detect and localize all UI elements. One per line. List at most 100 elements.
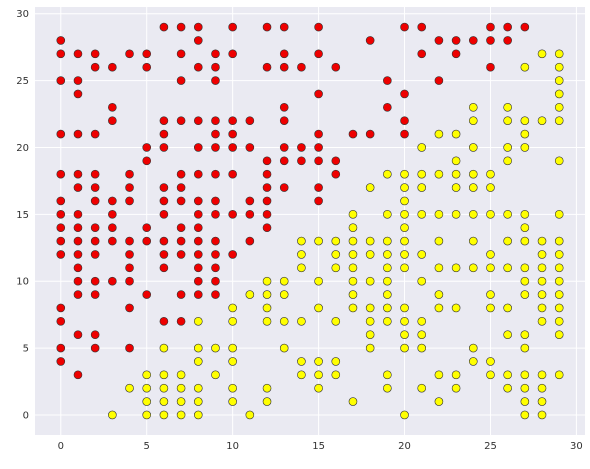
scatter-point xyxy=(486,357,495,366)
scatter-point xyxy=(142,156,152,166)
scatter-point xyxy=(176,116,186,125)
scatter-point xyxy=(486,36,495,45)
scatter-point xyxy=(56,76,66,85)
scatter-point xyxy=(314,236,323,246)
scatter-point xyxy=(554,89,564,99)
scatter-point xyxy=(193,410,203,420)
scatter-point xyxy=(73,290,83,299)
scatter-point xyxy=(279,22,289,32)
scatter-point xyxy=(108,410,117,420)
scatter-point xyxy=(193,22,203,32)
scatter-point xyxy=(417,49,427,59)
scatter-point xyxy=(176,223,186,232)
x-tick-label: 5 xyxy=(144,441,150,452)
scatter-point xyxy=(400,236,409,246)
scatter-point xyxy=(297,143,306,152)
scatter-point xyxy=(56,196,66,206)
scatter-point xyxy=(142,383,152,393)
scatter-point xyxy=(434,36,444,45)
scatter-point xyxy=(554,370,564,380)
scatter-point xyxy=(486,370,495,380)
scatter-point xyxy=(554,210,564,219)
scatter-point xyxy=(159,143,169,152)
scatter-point xyxy=(142,236,152,246)
scatter-point xyxy=(417,210,427,219)
scatter-point xyxy=(520,143,530,152)
scatter-point xyxy=(554,250,564,259)
y-tick-label: 30 xyxy=(16,9,29,20)
scatter-point xyxy=(176,250,186,259)
scatter-point xyxy=(193,343,203,353)
scatter-point xyxy=(554,290,564,299)
scatter-point xyxy=(554,62,564,72)
scatter-point xyxy=(486,290,495,299)
scatter-point xyxy=(331,156,341,166)
scatter-point xyxy=(537,263,547,273)
scatter-point xyxy=(125,49,134,59)
x-tick-label: 25 xyxy=(484,441,497,452)
scatter-point xyxy=(211,290,220,299)
scatter-point xyxy=(159,343,169,353)
scatter-point xyxy=(262,290,272,299)
scatter-point xyxy=(383,317,392,326)
scatter-point xyxy=(228,343,237,353)
scatter-point xyxy=(331,263,341,273)
scatter-point xyxy=(554,276,564,286)
scatter-point xyxy=(228,143,237,152)
scatter-point xyxy=(468,210,478,219)
scatter-point xyxy=(383,303,392,313)
scatter-point xyxy=(159,196,169,206)
scatter-point xyxy=(314,383,323,393)
scatter-point xyxy=(142,410,152,420)
scatter-point xyxy=(486,62,495,72)
scatter-point xyxy=(73,210,83,219)
scatter-point xyxy=(520,343,530,353)
scatter-point xyxy=(297,317,306,326)
scatter-point xyxy=(348,236,358,246)
scatter-point xyxy=(554,49,564,59)
scatter-point xyxy=(365,129,375,139)
scatter-point xyxy=(400,129,409,139)
scatter-point xyxy=(520,62,530,72)
scatter-point xyxy=(314,143,323,152)
scatter-point xyxy=(90,62,100,72)
scatter-point xyxy=(90,49,100,59)
scatter-point xyxy=(348,210,358,219)
scatter-point xyxy=(56,49,66,59)
scatter-point xyxy=(417,169,427,179)
scatter-point xyxy=(400,223,409,232)
scatter-point xyxy=(554,303,564,313)
scatter-point xyxy=(468,36,478,45)
scatter-point xyxy=(331,370,341,380)
scatter-point xyxy=(211,343,220,353)
scatter-point xyxy=(314,49,323,59)
scatter-point xyxy=(383,370,392,380)
scatter-point xyxy=(400,22,409,32)
scatter-point xyxy=(142,397,152,406)
scatter-point xyxy=(262,276,272,286)
scatter-point xyxy=(297,357,306,366)
y-tick-label: 20 xyxy=(16,143,29,154)
scatter-point xyxy=(537,49,547,59)
scatter-point xyxy=(400,116,409,125)
scatter-point xyxy=(468,357,478,366)
scatter-point xyxy=(417,183,427,192)
scatter-point xyxy=(90,343,100,353)
scatter-point xyxy=(262,156,272,166)
scatter-point xyxy=(503,36,512,45)
scatter-point xyxy=(279,62,289,72)
scatter-point xyxy=(400,196,409,206)
scatter-point xyxy=(90,223,100,232)
scatter-point xyxy=(503,116,512,125)
scatter-point xyxy=(314,129,323,139)
scatter-point xyxy=(365,236,375,246)
scatter-point xyxy=(417,250,427,259)
scatter-point xyxy=(520,236,530,246)
scatter-point xyxy=(503,156,512,166)
scatter-point xyxy=(554,156,564,166)
scatter-point xyxy=(400,183,409,192)
scatter-point xyxy=(451,49,461,59)
scatter-point xyxy=(228,397,237,406)
scatter-point xyxy=(193,223,203,232)
scatter-point xyxy=(331,169,341,179)
